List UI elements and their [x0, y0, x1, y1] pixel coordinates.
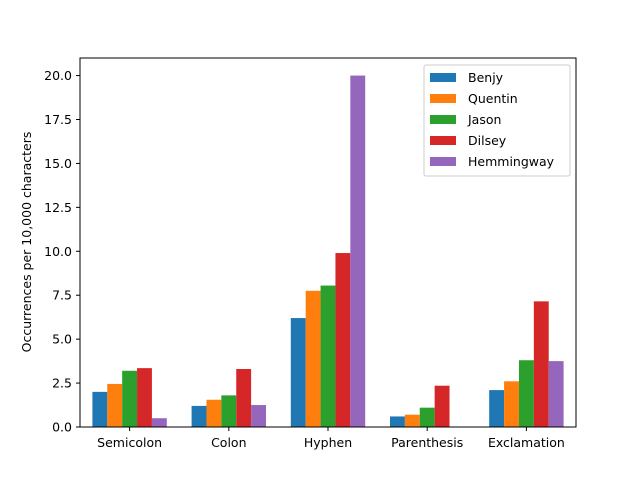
x-tick-label: Parenthesis	[391, 435, 463, 450]
bar-quentin-hyphen	[305, 290, 321, 427]
bar-dilsey-hyphen	[335, 253, 351, 427]
legend-label-jason: Jason	[467, 112, 501, 127]
bar-jason-exclamation	[518, 360, 534, 427]
y-tick-label: 5.0	[52, 332, 72, 347]
bar-quentin-colon	[206, 399, 222, 427]
x-tick-label: Colon	[211, 435, 246, 450]
bar-hemmingway-exclamation	[548, 361, 564, 427]
x-tick-label: Semicolon	[97, 435, 162, 450]
x-tick-label: Exclamation	[488, 435, 565, 450]
y-tick-label: 10.0	[44, 244, 72, 259]
bar-jason-hyphen	[320, 285, 336, 427]
legend-swatch-quentin	[430, 94, 456, 103]
legend-swatch-hemmingway	[430, 157, 456, 166]
y-tick-label: 20.0	[44, 68, 72, 83]
bar-jason-parenthesis	[419, 407, 435, 427]
axes-layer: 0.0 2.5 5.0 7.5 10.0 12.5 15.0 17.5 20.0 Semicolo…	[44, 57, 577, 450]
bar-jason-colon	[221, 395, 237, 427]
bar-benjy-semicolon	[92, 391, 108, 427]
y-axis-label: Occurrences per 10,000 characters	[19, 132, 34, 353]
bar-benjy-exclamation	[489, 390, 505, 427]
bar-hemmingway-semicolon	[151, 418, 167, 427]
legend-label-hemmingway: Hemmingway	[468, 154, 555, 169]
y-tick-label: 7.5	[52, 288, 72, 303]
bar-benjy-hyphen	[290, 318, 306, 427]
legend-label-dilsey: Dilsey	[468, 133, 507, 148]
y-tick-label: 0.0	[52, 420, 72, 435]
bar-quentin-parenthesis	[404, 414, 420, 427]
y-tick-label: 2.5	[52, 376, 72, 391]
legend-label-quentin: Quentin	[468, 91, 518, 106]
legend-swatch-dilsey	[430, 136, 456, 145]
bar-benjy-colon	[191, 405, 207, 427]
legend-label-benjy: Benjy	[468, 70, 504, 85]
legend-swatch-jason	[430, 115, 456, 124]
legend-box	[423, 64, 571, 177]
bar-quentin-exclamation	[504, 381, 519, 427]
bars-layer	[92, 75, 564, 427]
y-tick-label: 17.5	[44, 112, 72, 127]
legend-swatch-benjy	[430, 73, 456, 82]
y-tick-label: 15.0	[44, 156, 72, 171]
bar-dilsey-exclamation	[533, 301, 549, 427]
bar-quentin-semicolon	[107, 383, 123, 427]
bar-dilsey-parenthesis	[434, 385, 450, 427]
bar-jason-semicolon	[122, 370, 138, 427]
bar-benjy-parenthesis	[390, 416, 405, 427]
bar-hemmingway-hyphen	[350, 75, 366, 427]
x-tick-label: Hyphen	[304, 435, 352, 450]
bar-dilsey-semicolon	[137, 368, 152, 427]
y-tick-label: 12.5	[44, 200, 72, 215]
legend: Benjy Quentin Jason Dilsey Hemmingway	[423, 64, 571, 177]
bar-dilsey-colon	[236, 369, 252, 427]
bar-hemmingway-colon	[251, 405, 266, 427]
